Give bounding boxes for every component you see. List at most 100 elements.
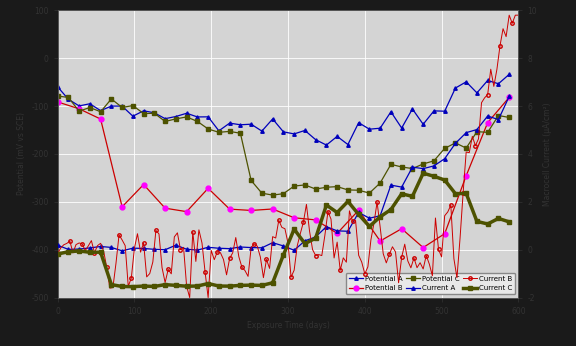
Current A (420, 166, 427, 171)
Potential C (280, 192, 287, 196)
Potential B (140, 182, 147, 186)
Potential A (398, 126, 405, 130)
Current C (215, 284, 222, 288)
Potential A (366, 127, 373, 131)
Current A (75, 247, 82, 251)
Potential C (269, 193, 276, 197)
Potential C (420, 162, 427, 166)
Current A (323, 225, 330, 229)
Current C (484, 222, 491, 226)
Current A (377, 214, 384, 218)
Current C (441, 178, 448, 182)
Line: Current C: Current C (56, 172, 511, 289)
Potential A (377, 126, 384, 130)
Potential A (172, 115, 179, 119)
Current A (194, 248, 201, 252)
Current A (344, 229, 351, 233)
Potential C (388, 162, 395, 166)
Current C (162, 283, 169, 287)
Current C (86, 250, 93, 254)
Potential C (409, 166, 416, 171)
Current C (172, 283, 179, 288)
Current A (151, 247, 158, 252)
Potential C (323, 185, 330, 189)
Potential A (334, 134, 340, 138)
Current A (280, 244, 287, 248)
Potential B (355, 208, 362, 212)
Current A (355, 210, 362, 215)
Current C (420, 171, 427, 175)
Potential C (506, 115, 513, 119)
Potential C (130, 103, 137, 108)
Potential C (484, 130, 491, 135)
Current A (226, 247, 233, 251)
Potential C (441, 146, 448, 151)
Current A (269, 240, 276, 245)
Current C (194, 284, 201, 288)
Current A (183, 247, 190, 251)
Current B (380, 252, 386, 256)
Current A (495, 118, 502, 122)
Current A (162, 248, 169, 252)
Potential C (86, 106, 93, 110)
Potential C (226, 129, 233, 134)
Potential A (259, 129, 266, 133)
Current B (506, 13, 513, 17)
Potential B (334, 231, 340, 235)
Current A (312, 235, 319, 239)
Potential C (75, 109, 82, 113)
Current C (312, 236, 319, 240)
Potential B (441, 231, 448, 236)
Potential B (226, 207, 233, 211)
Current C (301, 242, 308, 246)
Current A (366, 216, 373, 220)
Current C (430, 174, 437, 178)
Potential B (248, 208, 255, 212)
Potential A (65, 97, 72, 101)
Potential C (204, 127, 211, 131)
Potential B (269, 207, 276, 211)
Potential C (54, 94, 61, 98)
Potential B (97, 117, 104, 121)
Current A (97, 244, 104, 248)
Current C (226, 284, 233, 288)
Potential C (108, 97, 115, 101)
Potential A (140, 109, 147, 113)
Potential C (301, 183, 308, 187)
Potential A (291, 132, 298, 136)
Current C (377, 215, 384, 219)
Current A (430, 164, 437, 168)
Potential A (506, 72, 513, 76)
Current B (337, 268, 344, 272)
Current A (108, 245, 115, 249)
Potential C (237, 131, 244, 135)
Potential C (183, 115, 190, 119)
Potential A (495, 82, 502, 86)
Current A (215, 246, 222, 250)
Line: Potential C: Potential C (56, 94, 511, 197)
Line: Current A: Current A (56, 95, 511, 253)
Potential A (441, 109, 448, 113)
Current B (349, 219, 356, 223)
Potential B (204, 186, 211, 190)
Current B (282, 227, 289, 231)
Potential B (54, 100, 61, 104)
Potential A (86, 102, 93, 106)
Current C (130, 285, 137, 289)
Current A (204, 245, 211, 249)
Current A (388, 183, 395, 187)
Current C (151, 284, 158, 289)
Current C (355, 212, 362, 217)
Potential B (398, 227, 405, 231)
Potential B (377, 239, 384, 243)
Current A (463, 130, 469, 135)
Line: Potential B: Potential B (55, 95, 511, 250)
Potential A (75, 104, 82, 108)
Potential A (452, 86, 459, 90)
Y-axis label: Macrocell Current (µA/cm²): Macrocell Current (µA/cm²) (543, 102, 552, 206)
Current C (65, 250, 72, 254)
Potential A (312, 138, 319, 142)
Potential B (463, 174, 469, 178)
Potential A (108, 104, 115, 108)
Current C (334, 210, 340, 215)
